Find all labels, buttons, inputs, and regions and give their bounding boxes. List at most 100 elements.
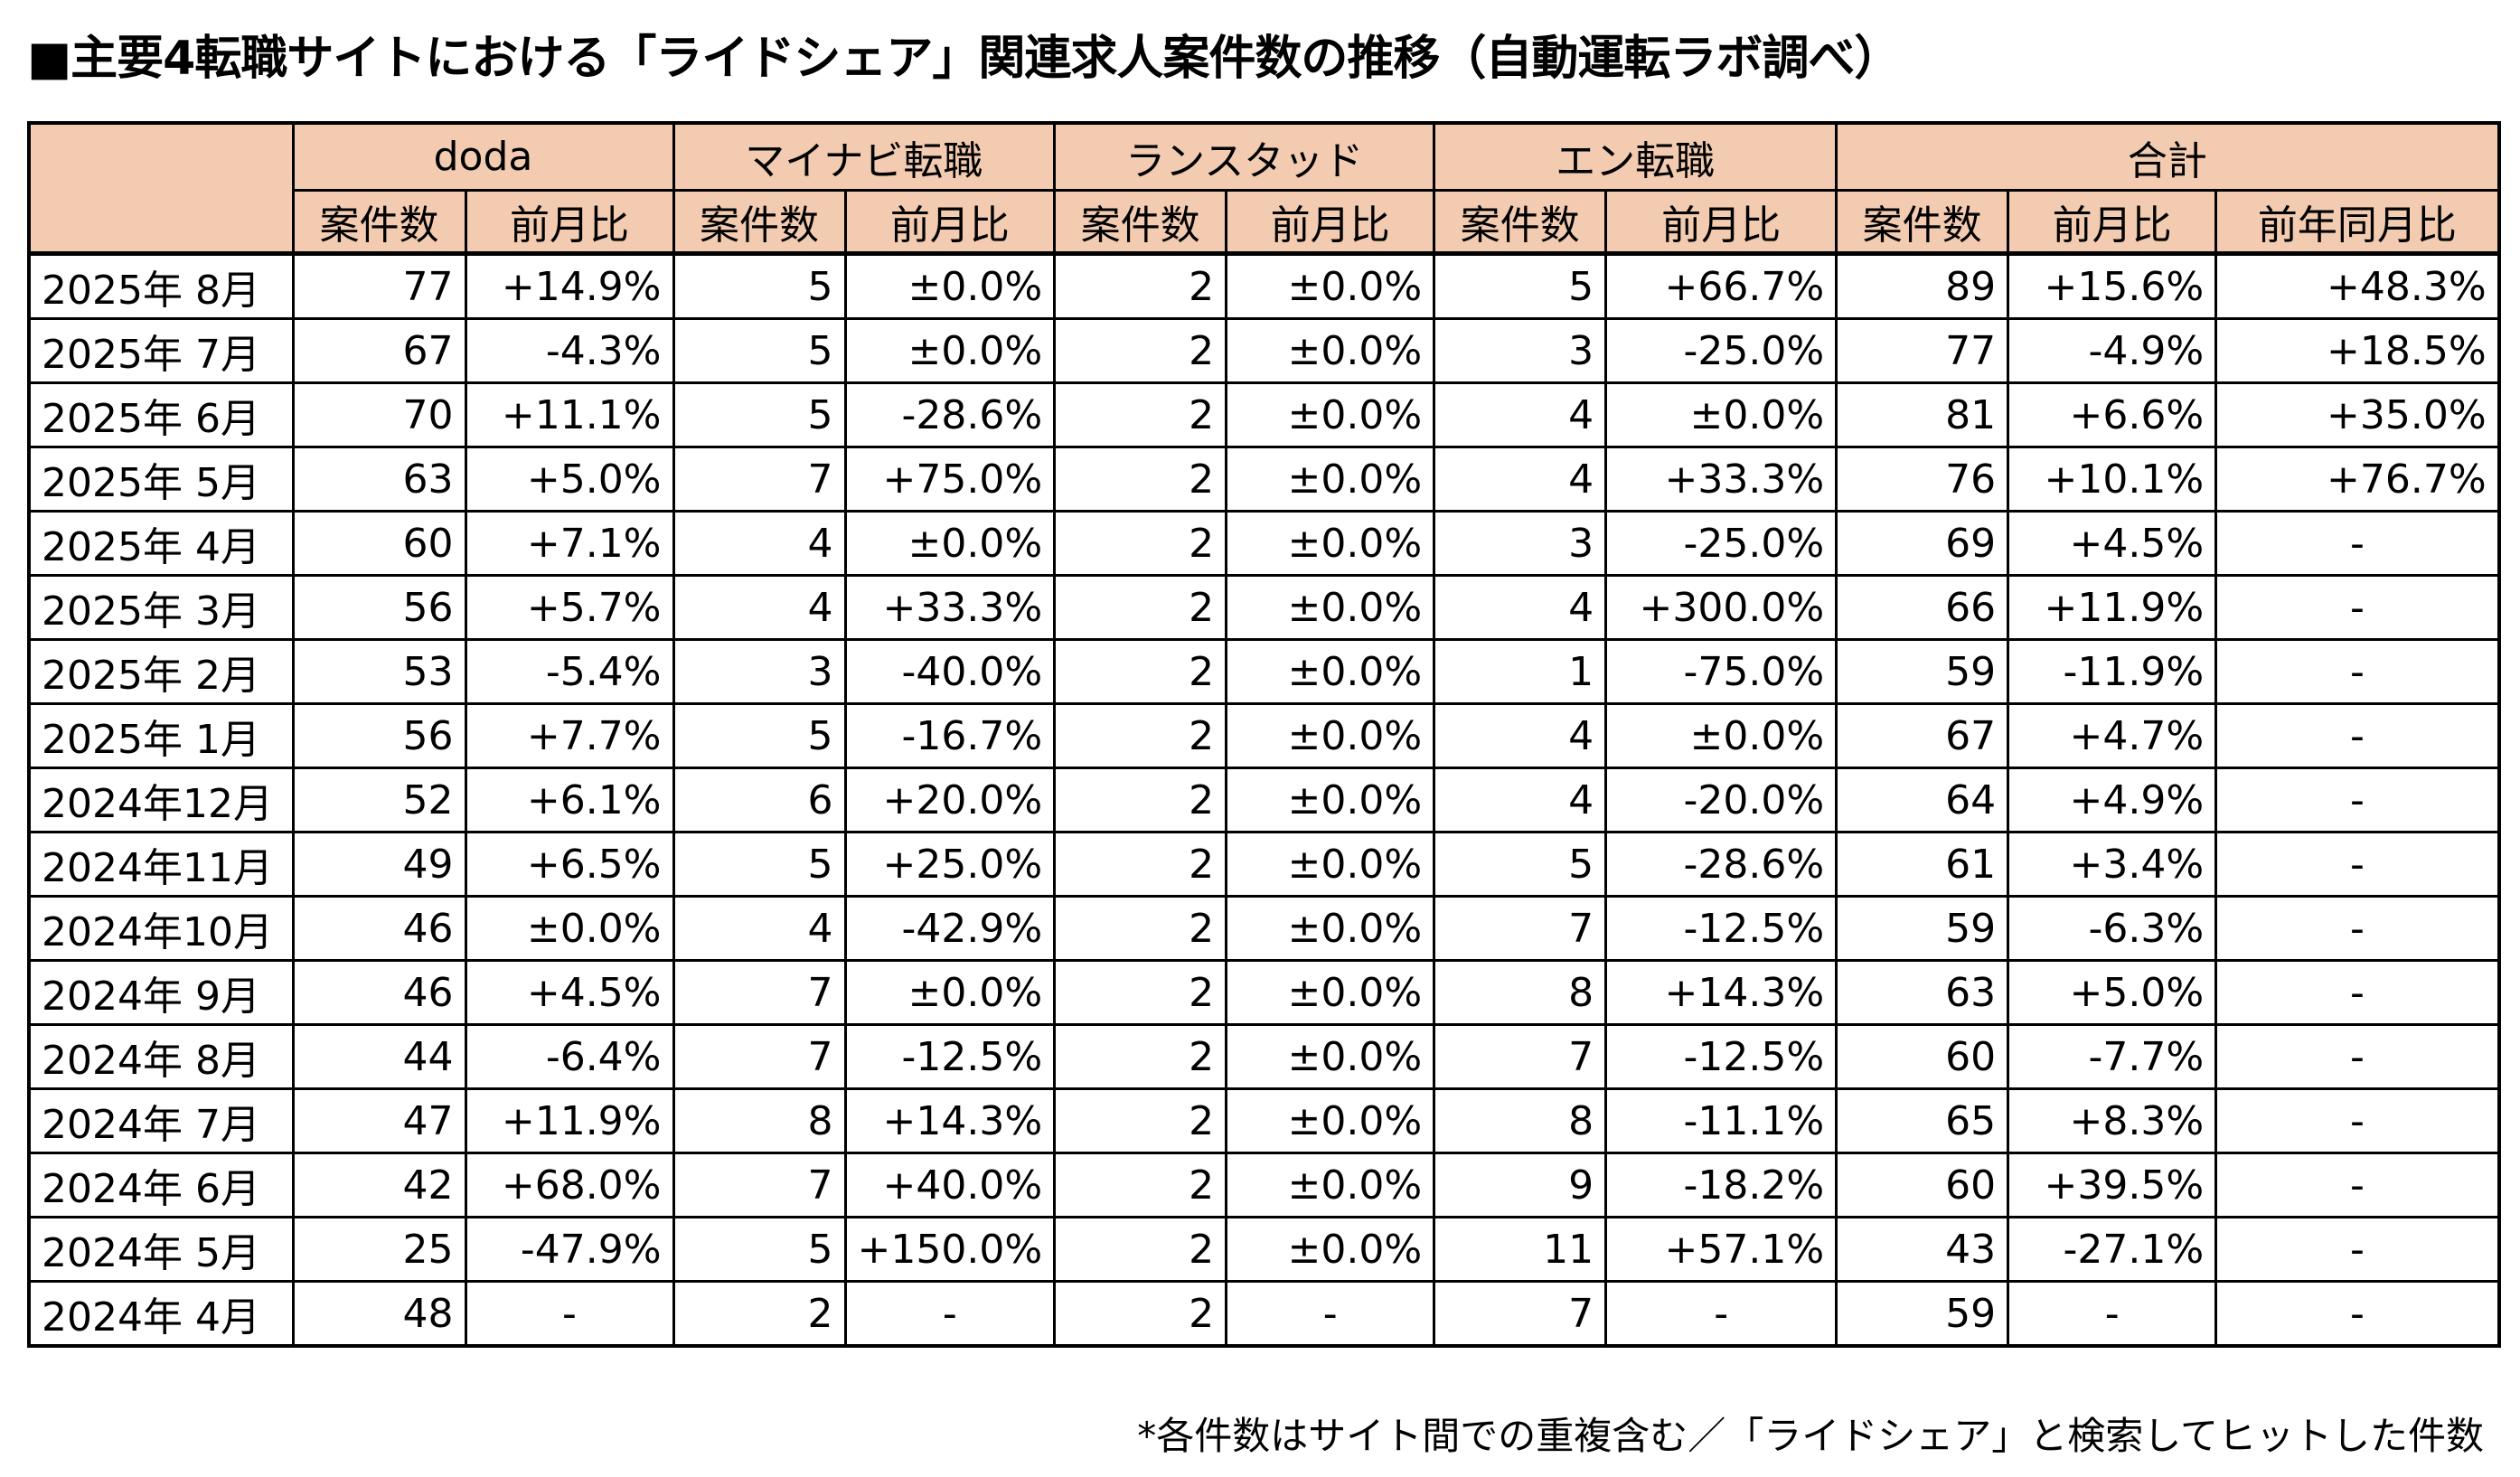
en-count-cell: 1	[1433, 638, 1608, 705]
randstad-count-cell: 2	[1053, 510, 1228, 577]
total-yoy-cell: -	[2214, 1087, 2501, 1154]
randstad-count-cell: 2	[1053, 317, 1228, 384]
total-count-cell: 60	[1835, 1023, 2010, 1090]
total-yoy-cell: -	[2214, 510, 2501, 577]
total-mom-cell: +4.7%	[2007, 702, 2218, 769]
total-mom-cell: -7.7%	[2007, 1023, 2218, 1090]
randstad-mom-cell: ±0.0%	[1225, 317, 1436, 384]
total-yoy-cell: +35.0%	[2214, 381, 2501, 448]
doda-mom-cell: -47.9%	[464, 1216, 675, 1283]
month-cell: 2024年 8月	[27, 1023, 295, 1090]
doda-count-cell: 70	[291, 381, 467, 448]
header-mom: 前月比	[843, 189, 1057, 255]
randstad-mom-cell: ±0.0%	[1225, 252, 1436, 320]
total-count-cell: 59	[1835, 638, 2010, 705]
header-site-en: エン転職	[1433, 121, 1838, 192]
doda-count-cell: 56	[291, 574, 467, 641]
table-row: 2024年12月 52 +6.1% 6 +20.0% 2 ±0.0% 4 -20.0% 64 +4.…	[27, 767, 2501, 833]
doda-mom-cell: -4.3%	[464, 317, 675, 384]
total-mom-cell: +6.6%	[2007, 381, 2218, 448]
doda-count-cell: 46	[291, 895, 467, 962]
month-cell: 2025年 7月	[27, 317, 295, 384]
month-cell: 2025年 3月	[27, 574, 295, 641]
en-count-cell: 11	[1433, 1216, 1608, 1283]
total-count-cell: 77	[1835, 317, 2010, 384]
doda-count-cell: 44	[291, 1023, 467, 1090]
en-mom-cell: -25.0%	[1604, 510, 1838, 577]
header-site-doda: doda	[291, 121, 675, 192]
mynavi-count-cell: 7	[672, 1152, 847, 1218]
total-yoy-cell: -	[2214, 959, 2501, 1026]
table-row: 2024年 8月 44 -6.4% 7 -12.5% 2 ±0.0% 7 -12.5% 60 -7.…	[27, 1023, 2501, 1090]
doda-mom-cell: -	[464, 1280, 675, 1348]
total-mom-cell: -27.1%	[2007, 1216, 2218, 1283]
randstad-count-cell: 2	[1053, 702, 1228, 769]
total-yoy-cell: -	[2214, 895, 2501, 962]
month-cell: 2025年 8月	[27, 252, 295, 320]
mynavi-mom-cell: ±0.0%	[843, 959, 1057, 1026]
table-row: 2024年 7月 47 +11.9% 8 +14.3% 2 ±0.0% 8 -11.1% 65 +8…	[27, 1087, 2501, 1154]
en-count-cell: 4	[1433, 574, 1608, 641]
mynavi-count-cell: 4	[672, 895, 847, 962]
month-cell: 2024年 4月	[27, 1280, 295, 1348]
mynavi-count-cell: 7	[672, 446, 847, 513]
header-count: 案件数	[291, 189, 467, 255]
header-mom: 前月比	[1225, 189, 1436, 255]
en-mom-cell: -20.0%	[1604, 767, 1838, 833]
mynavi-mom-cell: -42.9%	[843, 895, 1057, 962]
header-count: 案件数	[1835, 189, 2010, 255]
table-row: 2024年11月 49 +6.5% 5 +25.0% 2 ±0.0% 5 -28.6% 61 +3.…	[27, 831, 2501, 898]
month-cell: 2025年 4月	[27, 510, 295, 577]
table-row: 2025年 7月 67 -4.3% 5 ±0.0% 2 ±0.0% 3 -25.0% 77 -4.9…	[27, 317, 2501, 384]
doda-count-cell: 47	[291, 1087, 467, 1154]
total-mom-cell: +11.9%	[2007, 574, 2218, 641]
header-row-sites: doda マイナビ転職 ランスタッド エン転職 合計	[27, 121, 2501, 255]
doda-count-cell: 49	[291, 831, 467, 898]
total-count-cell: 43	[1835, 1216, 2010, 1283]
doda-count-cell: 60	[291, 510, 467, 577]
doda-mom-cell: ±0.0%	[464, 895, 675, 962]
doda-count-cell: 67	[291, 317, 467, 384]
total-mom-cell: +3.4%	[2007, 831, 2218, 898]
doda-mom-cell: +6.5%	[464, 831, 675, 898]
randstad-count-cell: 2	[1053, 381, 1228, 448]
randstad-mom-cell: ±0.0%	[1225, 895, 1436, 962]
randstad-mom-cell: ±0.0%	[1225, 767, 1436, 833]
randstad-mom-cell: ±0.0%	[1225, 702, 1436, 769]
en-mom-cell: +33.3%	[1604, 446, 1838, 513]
total-count-cell: 65	[1835, 1087, 2010, 1154]
en-count-cell: 7	[1433, 895, 1608, 962]
en-mom-cell: -75.0%	[1604, 638, 1838, 705]
header-mom: 前月比	[464, 189, 675, 255]
mynavi-mom-cell: +14.3%	[843, 1087, 1057, 1154]
mynavi-count-cell: 8	[672, 1087, 847, 1154]
randstad-mom-cell: ±0.0%	[1225, 1087, 1436, 1154]
mynavi-mom-cell: +25.0%	[843, 831, 1057, 898]
randstad-count-cell: 2	[1053, 1216, 1228, 1283]
total-count-cell: 59	[1835, 1280, 2010, 1348]
total-count-cell: 81	[1835, 381, 2010, 448]
randstad-count-cell: 2	[1053, 895, 1228, 962]
en-mom-cell: -11.1%	[1604, 1087, 1838, 1154]
en-count-cell: 7	[1433, 1023, 1608, 1090]
randstad-count-cell: 2	[1053, 1087, 1228, 1154]
en-mom-cell: ±0.0%	[1604, 381, 1838, 448]
header-month-corner	[27, 121, 295, 255]
table-row: 2024年 6月 42 +68.0% 7 +40.0% 2 ±0.0% 9 -18.2% 60 +3…	[27, 1152, 2501, 1218]
table-row: 2025年 6月 70 +11.1% 5 -28.6% 2 ±0.0% 4 ±0.0% 81 +6.…	[27, 381, 2501, 448]
total-mom-cell: -	[2007, 1280, 2218, 1348]
header-site-mynavi: マイナビ転職	[672, 121, 1057, 192]
mynavi-count-cell: 4	[672, 574, 847, 641]
en-count-cell: 4	[1433, 767, 1608, 833]
total-mom-cell: +8.3%	[2007, 1087, 2218, 1154]
randstad-count-cell: 2	[1053, 1280, 1228, 1348]
doda-count-cell: 46	[291, 959, 467, 1026]
randstad-count-cell: 2	[1053, 1152, 1228, 1218]
doda-mom-cell: +6.1%	[464, 767, 675, 833]
en-mom-cell: -	[1604, 1280, 1838, 1348]
header-yoy: 前年同月比	[2214, 189, 2501, 255]
mynavi-mom-cell: +150.0%	[843, 1216, 1057, 1283]
doda-mom-cell: +11.9%	[464, 1087, 675, 1154]
total-count-cell: 63	[1835, 959, 2010, 1026]
total-yoy-cell: +48.3%	[2214, 252, 2501, 320]
